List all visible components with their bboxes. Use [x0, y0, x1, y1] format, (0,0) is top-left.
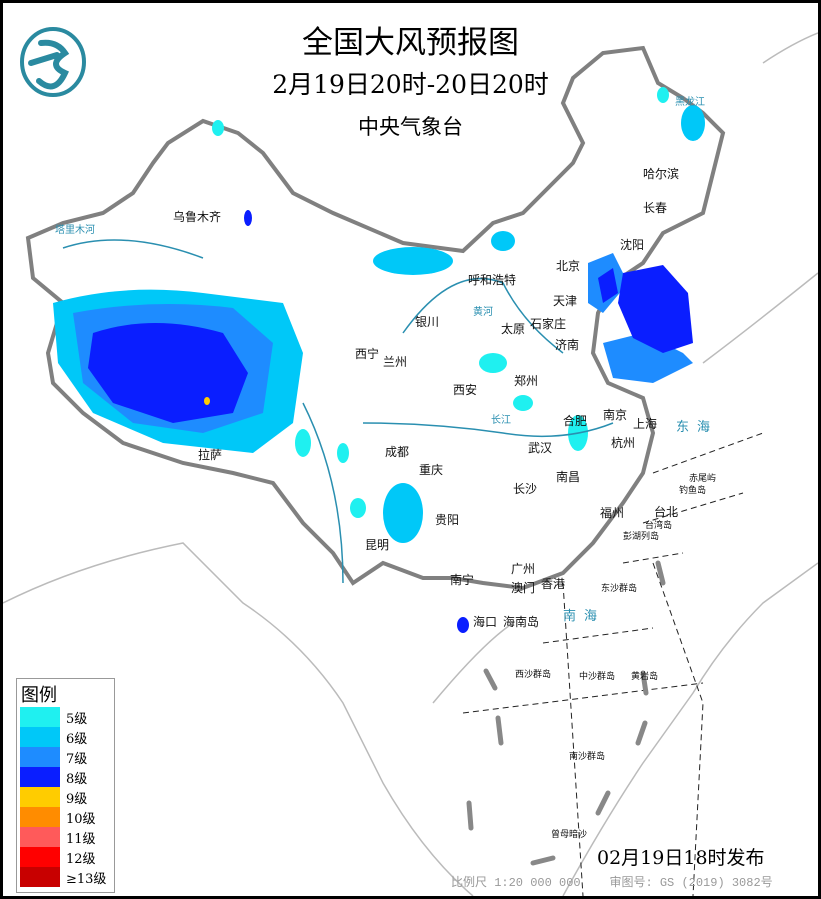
city-label: 香港 — [541, 577, 566, 591]
legend-label: 9级 — [66, 791, 88, 807]
legend-swatch — [20, 867, 60, 887]
island-label: 赤尾屿 — [689, 474, 717, 484]
legend-item: 8级 — [17, 767, 114, 787]
river-label: 长江 — [491, 415, 511, 426]
city-label: 福州 — [600, 506, 625, 520]
map-canvas — [3, 32, 818, 896]
city-label: 南宁 — [450, 573, 475, 587]
city-label: 石家庄 — [530, 317, 567, 331]
city-label: 沈阳 — [620, 238, 645, 252]
legend-swatch — [20, 727, 60, 747]
neighbor-coastline — [3, 32, 818, 896]
legend-item: 12级 — [17, 847, 114, 867]
sea-label: 南海 — [563, 609, 606, 624]
legend-swatch — [20, 847, 60, 867]
legend-title: 图例 — [21, 685, 57, 706]
legend-item: 7级 — [17, 747, 114, 767]
city-label: 哈尔滨 — [643, 167, 680, 181]
wind-area-level-9 — [204, 397, 210, 405]
city-label: 合肥 — [563, 414, 588, 428]
island-label: 南沙群岛 — [569, 752, 606, 762]
legend-label: 6级 — [66, 731, 88, 747]
map-title: 全国大风预报图 — [302, 25, 519, 61]
island-label: 黄岩岛 — [631, 672, 659, 682]
city-label: 乌鲁木齐 — [173, 210, 222, 224]
city-label: 西安 — [453, 383, 478, 397]
scale-text: 比例尺 1:20 000 000 — [451, 876, 581, 890]
city-label: 台北 — [654, 505, 679, 519]
river-label: 塔里木河 — [55, 225, 95, 236]
maritime-boundary — [462, 432, 764, 896]
city-label: 太原 — [501, 322, 526, 336]
city-label: 郑州 — [514, 374, 539, 388]
dragon-logo-icon — [20, 27, 86, 97]
legend-item: 9级 — [17, 787, 114, 807]
city-label: 银川 — [415, 315, 440, 329]
city-label: 济南 — [555, 338, 580, 352]
island-label: 东沙群岛 — [601, 584, 638, 594]
city-label: 武汉 — [528, 441, 553, 455]
city-label: 澳门 — [511, 581, 536, 595]
legend-label: 11级 — [66, 831, 96, 847]
legend-swatch — [20, 827, 60, 847]
legend: 图例 5级 6级 7级 8级 9级 10级 11级 12级 ≥13级 — [16, 678, 115, 893]
china-border — [25, 45, 726, 591]
legend-swatch — [20, 787, 60, 807]
map-footer: 比例尺 1:20 000 000 审图号: GS (2019) 3082号 — [451, 873, 773, 890]
city-label: 西宁 — [355, 347, 380, 361]
city-label: 成都 — [385, 445, 410, 459]
river-lines — [62, 239, 614, 584]
issue-time: 02月19日18时发布 — [597, 847, 765, 869]
city-label: 广州 — [511, 562, 536, 576]
legend-item: 6级 — [17, 727, 114, 747]
legend-item: 11级 — [17, 827, 114, 847]
city-label: 重庆 — [419, 463, 444, 477]
island-label: 曾母暗沙 — [551, 830, 588, 840]
legend-label: 12级 — [66, 851, 96, 867]
legend-label: 10级 — [66, 811, 96, 827]
city-label: 上海 — [633, 417, 658, 431]
legend-swatch — [20, 747, 60, 767]
city-label: 呼和浩特 — [468, 273, 517, 287]
sea-label: 东海 — [676, 420, 719, 435]
island-label: 彭湖列岛 — [623, 532, 660, 542]
nine-dash-line — [466, 560, 666, 866]
city-label: 海南岛 — [503, 615, 540, 629]
city-label: 兰州 — [383, 355, 408, 369]
legend-label: 8级 — [66, 771, 88, 787]
legend-item: 10级 — [17, 807, 114, 827]
city-label: 昆明 — [365, 538, 390, 552]
city-label: 长沙 — [513, 482, 538, 496]
city-label: 杭州 — [611, 436, 636, 450]
river-label: 黄河 — [473, 307, 493, 318]
river-label: 黑龙江 — [675, 97, 705, 108]
city-label: 长春 — [643, 201, 668, 215]
island-label: 钓鱼岛 — [679, 486, 707, 496]
cma-logo — [17, 25, 89, 99]
legend-label: 5级 — [66, 711, 88, 727]
city-label: 天津 — [553, 294, 578, 308]
legend-swatch — [20, 767, 60, 787]
legend-label: 7级 — [66, 751, 88, 767]
legend-label: ≥13级 — [66, 871, 107, 887]
city-label: 拉萨 — [198, 448, 223, 462]
approval-number: 审图号: GS (2019) 3082号 — [609, 876, 773, 890]
legend-item: ≥13级 — [17, 867, 114, 887]
legend-item: 5级 — [17, 707, 114, 727]
forecast-period: 2月19日20时-20日20时 — [272, 70, 549, 99]
wind-forecast-map: 全国大风预报图 2月19日20时-20日20时 中央气象台 乌鲁木齐 哈尔滨长春沈… — [3, 3, 818, 896]
island-label: 中沙群岛 — [579, 672, 616, 682]
city-label: 南昌 — [556, 470, 581, 484]
city-label: 海口 — [473, 615, 498, 629]
legend-swatch — [20, 807, 60, 827]
legend-swatch — [20, 707, 60, 727]
island-label: 西沙群岛 — [515, 670, 552, 680]
city-label: 北京 — [556, 259, 581, 273]
agency-name: 中央气象台 — [358, 115, 463, 139]
island-label: 台湾岛 — [645, 521, 673, 531]
wind-area-level-5 — [212, 87, 669, 518]
city-label: 贵阳 — [435, 513, 460, 527]
city-label: 南京 — [603, 408, 628, 422]
